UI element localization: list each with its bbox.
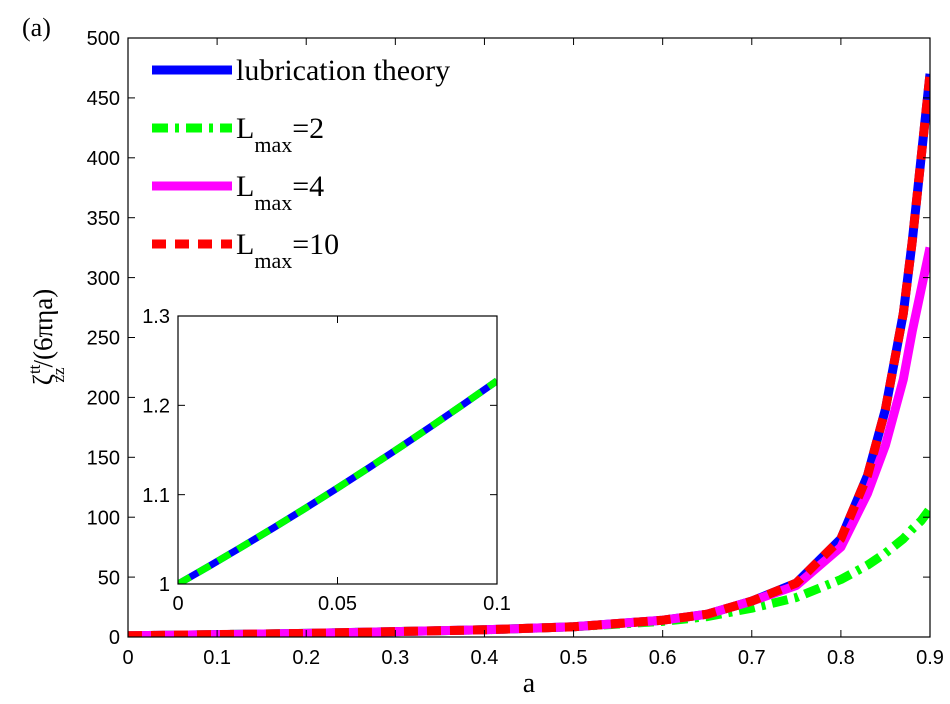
panel-label: (a) xyxy=(22,13,51,42)
inset-plot: 0 0.05 0.1 1 1.1 1.2 1.3 xyxy=(142,306,511,615)
main-series-line-3 xyxy=(128,73,930,637)
legend-label-1: Lmax=2 xyxy=(236,112,324,157)
main-series-line-1 xyxy=(128,506,930,637)
legend-label-3: Lmax=10 xyxy=(236,228,339,273)
y-axis-label-subscript: zz xyxy=(49,367,68,383)
main-x-tick-label: 0.7 xyxy=(738,647,766,669)
main-y-tick-label: 50 xyxy=(98,567,120,589)
main-y-tick-label: 0 xyxy=(109,627,120,649)
main-x-ticks: 0 0.1 0.2 0.3 0.4 0.5 0.6 0.7 0.8 0.9 xyxy=(122,38,944,669)
main-x-tick-label: 0.6 xyxy=(649,647,677,669)
inset-y-tick-label: 1 xyxy=(159,574,170,596)
x-axis-label: a xyxy=(523,668,536,699)
main-y-tick-label: 400 xyxy=(87,148,120,170)
main-x-tick-label: 0.4 xyxy=(471,647,499,669)
inset-y-ticks: 1 1.1 1.2 1.3 xyxy=(142,306,497,596)
main-y-tick-label: 500 xyxy=(87,28,120,50)
y-axis-label-symbol: ζ xyxy=(28,374,58,385)
main-y-tick-label: 350 xyxy=(87,208,120,230)
inset-x-tick-label: 0.1 xyxy=(483,593,511,615)
main-y-tick-label: 250 xyxy=(87,328,120,350)
inset-x-tick-label: 0 xyxy=(172,593,183,615)
inset-plot-background xyxy=(178,316,497,584)
main-x-tick-label: 0 xyxy=(122,647,133,669)
main-x-tick-label: 0.1 xyxy=(203,647,231,669)
inset-y-tick-label: 1.3 xyxy=(142,306,170,328)
main-y-ticks: 0 50 100 150 200 250 300 350 400 450 500 xyxy=(87,28,930,649)
inset-x-ticks: 0 0.05 0.1 xyxy=(172,316,511,615)
main-y-tick-label: 100 xyxy=(87,507,120,529)
legend-label-2: Lmax=4 xyxy=(236,170,324,215)
main-x-tick-label: 0.8 xyxy=(827,647,855,669)
inset-y-tick-label: 1.2 xyxy=(142,396,170,418)
legend-label-0: lubrication theory xyxy=(236,54,450,87)
main-y-tick-label: 150 xyxy=(87,448,120,470)
main-x-tick-label: 0.3 xyxy=(381,647,409,669)
main-series-group xyxy=(128,73,930,637)
inset-series-line-1 xyxy=(178,377,497,584)
main-x-tick-label: 0.2 xyxy=(292,647,320,669)
inset-x-tick-label: 0.05 xyxy=(318,593,357,615)
main-y-tick-label: 200 xyxy=(87,388,120,410)
y-axis-label-suffix: /(6πηa) xyxy=(28,289,58,368)
main-y-tick-label: 300 xyxy=(87,268,120,290)
y-axis-label-superscript: tt xyxy=(25,364,44,374)
inset-series-group xyxy=(178,377,497,584)
inset-y-tick-label: 1.1 xyxy=(142,485,170,507)
main-x-tick-label: 0.9 xyxy=(916,647,944,669)
main-plot: 0 0.1 0.2 0.3 0.4 0.5 0.6 0.7 0.8 0.9 0 50 100 150 20… xyxy=(25,28,944,699)
main-x-tick-label: 0.5 xyxy=(560,647,588,669)
legend: lubrication theory Lmax=2 Lmax=4 Lmax=10 xyxy=(152,54,450,273)
y-axis-label: ζtt zz/(6πηa) xyxy=(25,289,68,385)
main-y-tick-label: 450 xyxy=(87,88,120,110)
